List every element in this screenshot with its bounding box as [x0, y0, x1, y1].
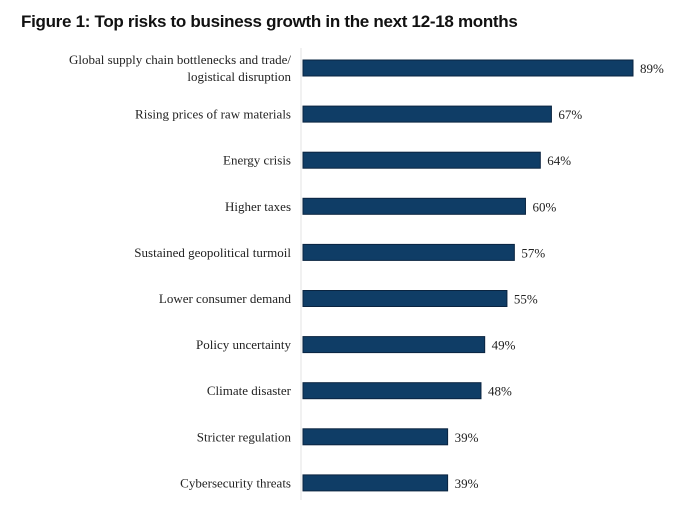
bar: [302, 336, 486, 354]
bar: [302, 290, 508, 307]
bar: [302, 243, 515, 261]
data-label: 39%: [455, 430, 479, 445]
data-label: 48%: [488, 384, 512, 399]
category-label: Energy crisis: [223, 153, 291, 168]
data-label: 39%: [455, 476, 479, 491]
data-label: 49%: [492, 338, 516, 353]
data-label: 67%: [558, 107, 582, 122]
bar: [302, 197, 526, 215]
category-label: Lower consumer demand: [159, 291, 292, 306]
data-label: 64%: [547, 153, 571, 168]
bar: [302, 105, 552, 123]
bar: [302, 382, 482, 400]
bar: [302, 428, 449, 446]
bar: [302, 474, 449, 492]
category-label: logistical disruption: [187, 69, 291, 84]
category-label: Sustained geopolitical turmoil: [134, 245, 291, 260]
data-label: 60%: [532, 199, 556, 214]
bar: [302, 59, 634, 77]
category-label: Global supply chain bottlenecks and trad…: [69, 52, 291, 67]
chart-title: Figure 1: Top risks to business growth i…: [21, 12, 518, 31]
category-label: Climate disaster: [207, 383, 292, 398]
data-label: 55%: [514, 292, 538, 307]
category-label: Policy uncertainty: [196, 337, 291, 352]
data-label: 57%: [521, 245, 545, 260]
category-label: Cybersecurity threats: [180, 475, 291, 490]
category-label: Stricter regulation: [197, 429, 292, 444]
category-label: Higher taxes: [225, 199, 291, 214]
bar: [302, 151, 541, 169]
category-label: Rising prices of raw materials: [135, 107, 291, 122]
data-label: 89%: [640, 61, 664, 76]
